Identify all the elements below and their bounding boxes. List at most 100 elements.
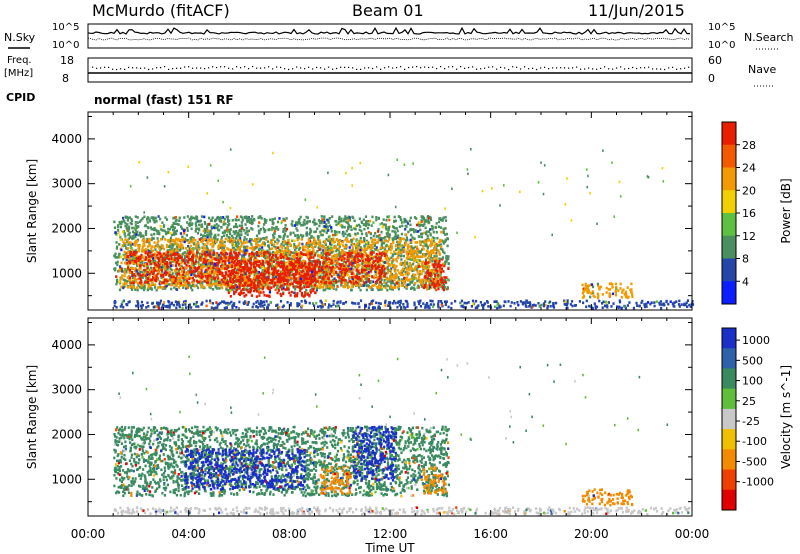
- echo-cell: [208, 222, 211, 226]
- echo-cell: [175, 250, 178, 253]
- echo-cell: [131, 274, 134, 277]
- echo-cell: [368, 274, 371, 277]
- echo-cell: [254, 245, 257, 249]
- echo-cell: [233, 245, 236, 249]
- echo-cell: [427, 219, 430, 222]
- echo-cell: [134, 241, 137, 244]
- nave-dot: [364, 67, 366, 69]
- echo-cell: [254, 251, 257, 255]
- echo-cell: [372, 265, 375, 269]
- echo-cell: [295, 279, 298, 282]
- echo-cell: [235, 230, 238, 233]
- echo-cell: [369, 286, 372, 289]
- echo-cell: [327, 268, 330, 272]
- echo-cell: [397, 285, 400, 289]
- echo-cell: [134, 239, 137, 243]
- echo-cell: [156, 261, 159, 264]
- echo-cell: [323, 250, 327, 253]
- echo-cell: [380, 285, 383, 289]
- echo-cell: [342, 230, 345, 234]
- echo-cell: [192, 247, 195, 251]
- echo-cell: [326, 229, 329, 232]
- echo-cell: [221, 246, 224, 250]
- nave-dot: [264, 67, 266, 69]
- echo-cell: [404, 241, 407, 244]
- echo-cell: [220, 220, 223, 223]
- echo-cell: [165, 243, 168, 247]
- echo-cell: [198, 280, 201, 284]
- echo-cell: [407, 272, 410, 275]
- echo-cell: [367, 223, 370, 226]
- echo-cell: [245, 230, 248, 233]
- echo-cell: [409, 252, 412, 256]
- echo-cell: [442, 250, 445, 253]
- echo-cell: [338, 251, 341, 255]
- echo-cell: [391, 237, 394, 240]
- echo-cell: [151, 280, 154, 283]
- echo-cell: [128, 271, 132, 274]
- echo-cell: [232, 230, 235, 233]
- echo-cell: [428, 239, 431, 242]
- echo-cell: [157, 230, 160, 233]
- echo-cell: [362, 218, 365, 222]
- nave-dot: [148, 68, 150, 71]
- echo-cell: [420, 240, 423, 244]
- echo-cell: [147, 250, 150, 253]
- echo-cell: [385, 228, 388, 231]
- echo-cell: [422, 264, 425, 267]
- echo-cell: [280, 220, 284, 223]
- nave-dot: [344, 66, 346, 69]
- echo-cell: [155, 269, 158, 272]
- echo-cell: [419, 251, 422, 255]
- echo-cell: [154, 283, 157, 286]
- echo-cell: [326, 248, 329, 252]
- echo-cell: [153, 241, 156, 244]
- echo-cell: [291, 255, 294, 258]
- echo-cell: [324, 288, 327, 292]
- nave-dot: [116, 68, 118, 71]
- echo-cell: [124, 238, 127, 241]
- echo-cell: [154, 260, 157, 263]
- echo-cell: [291, 220, 294, 223]
- echo-cell: [302, 248, 305, 252]
- echo-cell: [120, 261, 123, 265]
- nave-dot: [532, 67, 534, 69]
- echo-cell: [163, 267, 166, 270]
- echo-cell: [257, 271, 260, 274]
- echo-cell: [241, 216, 244, 219]
- echo-cell: [121, 269, 124, 273]
- echo-cell: [386, 265, 389, 269]
- echo-cell: [395, 237, 398, 240]
- echo-cell: [442, 231, 445, 235]
- echo-cell: [412, 253, 415, 257]
- echo-cell: [335, 223, 338, 227]
- echo-cell: [381, 251, 385, 254]
- echo-cell: [239, 239, 242, 242]
- echo-cell: [406, 244, 410, 248]
- echo-cell: [225, 283, 228, 286]
- echo-cell: [185, 252, 188, 256]
- echo-cell: [119, 279, 122, 282]
- echo-cell: [291, 277, 294, 281]
- echo-cell: [131, 235, 134, 238]
- echo-cell: [419, 242, 422, 245]
- echo-cell: [426, 268, 429, 271]
- echo-cell: [116, 263, 119, 267]
- echo-cell: [155, 265, 158, 269]
- echo-cell: [286, 235, 289, 238]
- echo-cell: [322, 263, 325, 267]
- echo-cell: [306, 247, 310, 250]
- echo-cell: [328, 238, 331, 241]
- echo-cell: [121, 244, 124, 247]
- echo-cell: [209, 276, 212, 280]
- echo-cell: [224, 262, 227, 266]
- echo-cell: [425, 284, 428, 288]
- echo-cell: [271, 247, 274, 250]
- echo-cell: [247, 229, 251, 233]
- echo-cell: [217, 246, 220, 250]
- echo-cell: [293, 258, 296, 262]
- echo-cell: [130, 254, 133, 258]
- echo-cell: [172, 278, 176, 281]
- echo-cell: [177, 286, 180, 289]
- echo-cell: [232, 236, 235, 240]
